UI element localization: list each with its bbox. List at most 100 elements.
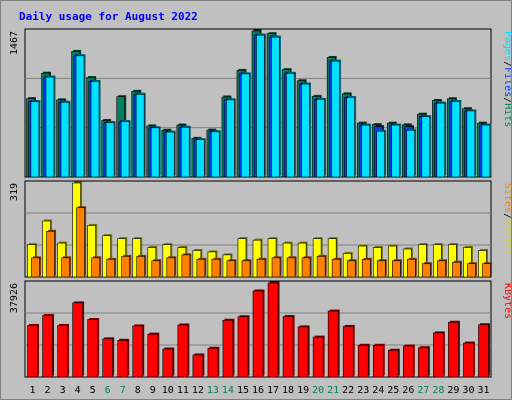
x-label-28: 28 — [432, 385, 444, 396]
bar-sites-12 — [196, 257, 207, 278]
bar-sites-9 — [151, 259, 162, 278]
bar-pages-10 — [165, 130, 176, 178]
x-label-12: 12 — [192, 385, 204, 396]
bar-pages-27 — [421, 115, 432, 178]
x-label-29: 29 — [447, 385, 459, 396]
bar-pages-24 — [376, 129, 387, 178]
panel-hits-files-pages: 1467 Pages/Files/Hits — [9, 28, 512, 178]
bar-sites-1 — [31, 256, 42, 278]
bar-pages-6 — [105, 121, 116, 178]
series-axis-label: Sites/Visits — [502, 183, 511, 255]
bar-pages-3 — [60, 100, 71, 178]
x-label-30: 30 — [462, 385, 474, 396]
bar-sites-2 — [46, 229, 57, 278]
bar-sites-8 — [136, 254, 147, 278]
bar-sites-3 — [61, 256, 72, 278]
bar-sites-25 — [391, 259, 402, 278]
series-pages — [30, 33, 492, 178]
bar-sites-31 — [482, 262, 492, 278]
bar-sites-5 — [91, 256, 102, 278]
bar-kbytes-15 — [237, 315, 250, 378]
series-label-part: Visits — [502, 219, 511, 255]
bar-pages-1 — [30, 100, 41, 178]
x-axis-labels: 1 2 3 4 5 6 7 8 9 10 11 12 13 14 15 16 17 18 19 20 21 22 23 24 2… — [30, 385, 490, 396]
series-label-part: / — [502, 61, 511, 67]
bar-pages-8 — [135, 92, 146, 178]
x-label-4: 4 — [75, 385, 81, 396]
bar-kbytes-29 — [448, 320, 460, 378]
x-label-11: 11 — [177, 385, 189, 396]
bar-kbytes-9 — [147, 332, 160, 378]
bar-pages-26 — [406, 128, 417, 178]
bar-sites-23 — [361, 257, 372, 278]
bar-pages-2 — [45, 75, 56, 178]
bar-kbytes-18 — [282, 315, 295, 378]
bar-kbytes-23 — [357, 343, 370, 378]
bar-kbytes-27 — [418, 346, 430, 378]
bar-kbytes-11 — [177, 323, 190, 378]
panel-kbytes: 37926 KBytes — [9, 280, 512, 378]
bar-sites-11 — [181, 253, 192, 278]
bar-pages-12 — [195, 138, 206, 178]
x-label-23: 23 — [357, 385, 369, 396]
bar-pages-18 — [286, 71, 296, 178]
y-max-label: 1467 — [9, 31, 20, 55]
x-label-17: 17 — [267, 385, 279, 396]
bar-sites-29 — [452, 260, 462, 278]
bar-sites-6 — [106, 257, 117, 278]
bar-kbytes-21 — [327, 309, 340, 378]
series-label-part: KBytes — [502, 283, 511, 319]
bar-kbytes-6 — [102, 337, 115, 378]
bar-sites-20 — [316, 254, 327, 278]
bar-kbytes-3 — [57, 323, 70, 378]
x-label-27: 27 — [417, 385, 429, 396]
bar-pages-15 — [241, 72, 251, 178]
bar-pages-23 — [361, 123, 372, 178]
bar-sites-10 — [166, 256, 177, 278]
chart-title: Daily usage for August 2022 — [19, 10, 198, 23]
bar-sites-22 — [346, 259, 357, 278]
series-label-part: Pages — [502, 31, 511, 61]
bar-kbytes-7 — [117, 338, 130, 378]
bar-pages-4 — [75, 54, 86, 178]
panel-visits-sites: 319 Sites/Visits — [9, 180, 512, 278]
x-label-18: 18 — [282, 385, 294, 396]
series-label-part: / — [502, 213, 511, 219]
chart-panels: 1467 Pages/Files/Hits 319 Sites/Visits 37926… — [9, 28, 512, 378]
bar-sites-28 — [437, 259, 447, 278]
bar-kbytes-22 — [342, 324, 355, 378]
bar-kbytes-30 — [463, 341, 475, 378]
bar-sites-7 — [121, 254, 132, 278]
bar-kbytes-26 — [403, 344, 415, 378]
bar-pages-5 — [90, 79, 101, 178]
bar-pages-22 — [346, 95, 357, 178]
bar-kbytes-4 — [72, 301, 85, 378]
bar-pages-17 — [271, 35, 281, 178]
bar-sites-27 — [422, 262, 432, 278]
x-label-2: 2 — [45, 385, 51, 396]
series-axis-label: KBytes — [502, 283, 511, 319]
bar-pages-31 — [481, 123, 492, 178]
bar-kbytes-16 — [252, 289, 265, 378]
bar-sites-4 — [76, 206, 87, 278]
series-axis-label: Pages/Files/Hits — [502, 31, 511, 127]
x-label-20: 20 — [312, 385, 324, 396]
x-label-25: 25 — [387, 385, 399, 396]
series-label-part: / — [502, 97, 511, 103]
x-label-21: 21 — [327, 385, 339, 396]
y-max-label: 319 — [9, 183, 20, 201]
bar-kbytes-17 — [267, 281, 280, 378]
x-label-13: 13 — [207, 385, 219, 396]
bar-pages-28 — [436, 101, 447, 178]
x-label-9: 9 — [150, 385, 156, 396]
bar-kbytes-2 — [42, 314, 55, 378]
bar-sites-18 — [286, 256, 297, 278]
x-label-10: 10 — [162, 385, 174, 396]
y-max-label: 37926 — [9, 283, 20, 313]
bar-sites-15 — [241, 259, 252, 278]
bar-pages-29 — [451, 99, 462, 178]
bar-pages-25 — [391, 123, 402, 178]
bar-kbytes-13 — [207, 346, 220, 378]
bar-sites-30 — [467, 262, 477, 278]
x-label-7: 7 — [120, 385, 126, 396]
